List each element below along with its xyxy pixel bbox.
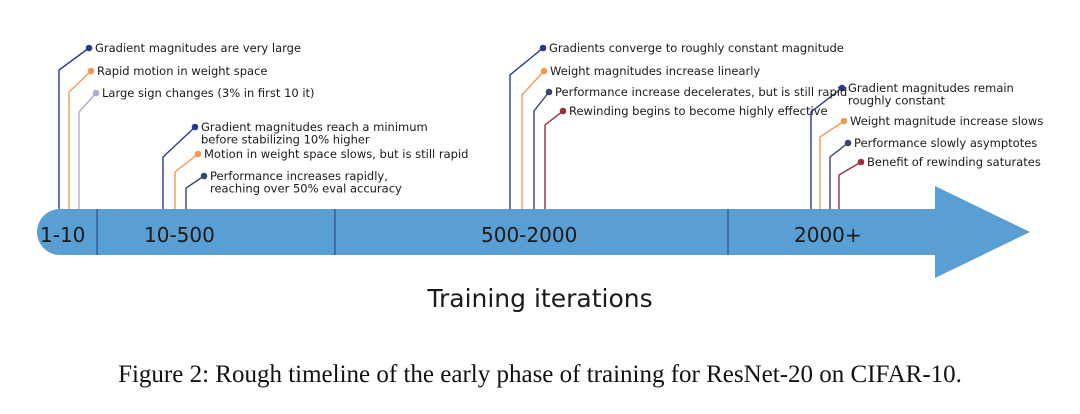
annotation-text: Performance slowly asymptotes bbox=[854, 136, 1037, 150]
figure-caption: Figure 2: Rough timeline of the early ph… bbox=[118, 361, 962, 388]
timeline-arrow bbox=[37, 186, 1030, 278]
annotation-text: Weight magnitude increase slows bbox=[850, 114, 1043, 128]
annotation-leader bbox=[829, 142, 849, 209]
segment-label: 2000+ bbox=[794, 223, 862, 247]
axis-label: Training iterations bbox=[427, 284, 653, 313]
annotation-dot bbox=[87, 67, 95, 75]
annotation-text: Rewinding begins to become highly effect… bbox=[569, 104, 828, 118]
segment-label: 1-10 bbox=[40, 223, 85, 247]
annotation-dot bbox=[539, 44, 547, 52]
annotation-leader bbox=[174, 153, 199, 209]
annotation-text: Performance increase decelerates, but is… bbox=[555, 85, 847, 99]
annotation-text: Gradients converge to roughly constant m… bbox=[549, 41, 844, 55]
annotation-leader bbox=[68, 70, 92, 209]
annotation-dot bbox=[191, 123, 199, 131]
annotation-leader bbox=[838, 161, 862, 209]
annotation-dot bbox=[838, 84, 846, 92]
annotation-leader bbox=[162, 126, 196, 209]
annotation-leader bbox=[533, 91, 550, 209]
annotation-dot bbox=[85, 44, 93, 52]
annotation-leader bbox=[544, 110, 564, 209]
annotation-text: Rapid motion in weight space bbox=[97, 64, 267, 78]
annotation-text: Performance increases rapidly, reaching o… bbox=[210, 169, 402, 196]
segment-label: 10-500 bbox=[144, 223, 215, 247]
annotation-text: Gradient magnitudes are very large bbox=[95, 41, 301, 55]
annotation-text: Benefit of rewinding saturates bbox=[867, 155, 1041, 169]
annotation-dot bbox=[840, 117, 848, 125]
annotation-dot bbox=[844, 139, 852, 147]
annotation-leader bbox=[521, 70, 545, 209]
annotation-text: Gradient magnitudes reach a minimum befor… bbox=[201, 120, 428, 147]
annotation-text: Large sign changes (3% in first 10 it) bbox=[102, 86, 315, 100]
annotation-dot bbox=[200, 172, 208, 180]
annotation-leader bbox=[78, 92, 97, 209]
annotation-dot bbox=[194, 150, 202, 158]
annotation-text: Motion in weight space slows, but is sti… bbox=[204, 147, 468, 161]
annotation-dot bbox=[92, 89, 100, 97]
segment-label: 500-2000 bbox=[481, 223, 577, 247]
annotation-leader bbox=[819, 120, 845, 209]
annotation-leader bbox=[185, 175, 205, 209]
annotation-leader bbox=[509, 47, 544, 209]
annotation-dot bbox=[540, 67, 548, 75]
annotation-dot bbox=[857, 158, 865, 166]
annotation-leader bbox=[810, 87, 843, 209]
annotation-text: Weight magnitudes increase linearly bbox=[550, 64, 760, 78]
annotation-dot bbox=[559, 107, 567, 115]
annotation-text: Gradient magnitudes remain roughly consta… bbox=[848, 81, 1014, 108]
annotation-leader bbox=[58, 47, 90, 209]
annotation-dot bbox=[545, 88, 553, 96]
